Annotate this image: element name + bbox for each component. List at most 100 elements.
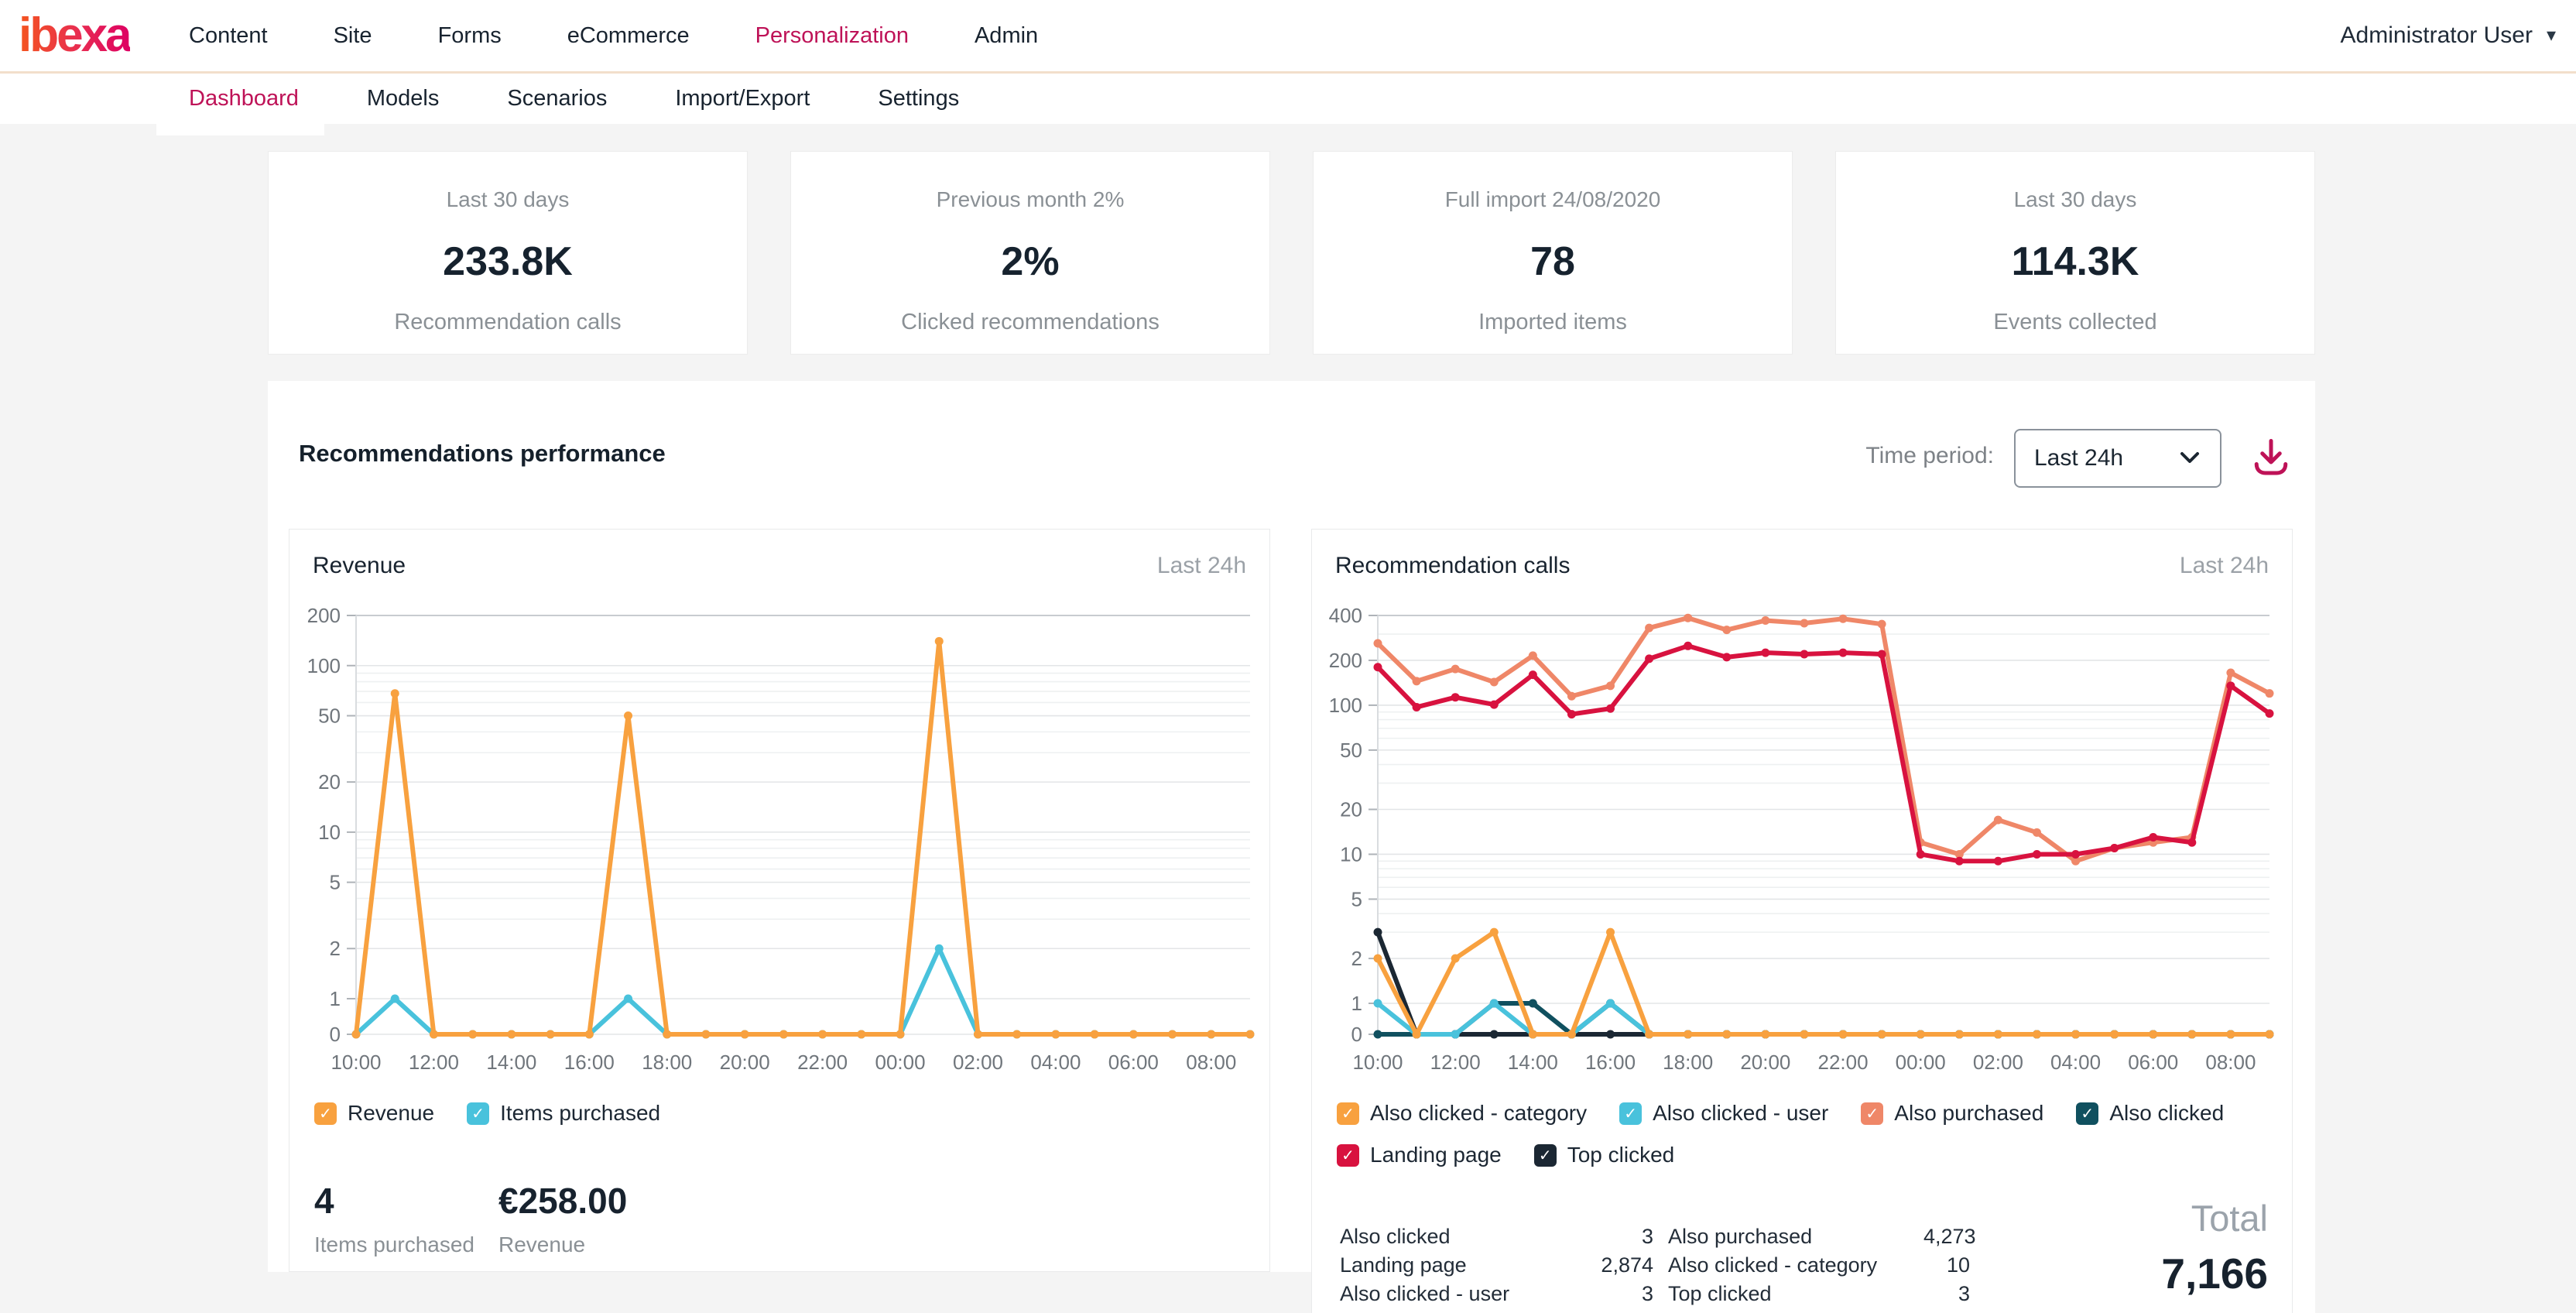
time-period-value: Last 24h: [2034, 445, 2124, 471]
chart-period: Last 24h: [1156, 553, 1246, 578]
revenue-legend: ✓ Revenue ✓ Items purchased: [314, 1101, 660, 1126]
svg-text:20: 20: [1340, 798, 1362, 821]
svg-text:14:00: 14:00: [486, 1051, 536, 1074]
svg-text:10:00: 10:00: [331, 1051, 381, 1074]
svg-text:20:00: 20:00: [1740, 1051, 1790, 1074]
header-divider: [0, 71, 2576, 74]
stat-card-clicked-recommendations: Previous month 2% 2% Clicked recommendat…: [790, 151, 1270, 355]
svg-text:400: 400: [1329, 604, 1362, 627]
stat-caption: Previous month 2%: [936, 187, 1125, 211]
nav-item-ecommerce[interactable]: eCommerce: [567, 22, 690, 48]
svg-text:04:00: 04:00: [2050, 1051, 2101, 1074]
user-menu[interactable]: Administrator User ▾: [2341, 0, 2556, 71]
recommendation-calls-line-chart: 400 200 100 50 20 10 5 2 1 0 10:00 12:00 14:00 16:00 1…: [1312, 530, 2293, 1099]
svg-text:12:00: 12:00: [409, 1051, 459, 1074]
totals-value: 4,273: [1923, 1225, 1976, 1248]
stat-card-imported-items: Full import 24/08/2020 78 Imported items: [1313, 151, 1793, 355]
svg-text:50: 50: [1340, 739, 1362, 762]
svg-text:200: 200: [307, 604, 341, 627]
time-period-label: Time period:: [1865, 443, 1994, 468]
legend-item-top-clicked[interactable]: ✓ Top clicked: [1533, 1143, 1675, 1167]
svg-text:50: 50: [318, 704, 341, 728]
svg-text:06:00: 06:00: [2128, 1051, 2178, 1074]
svg-text:1: 1: [330, 987, 341, 1010]
nav-item-content[interactable]: Content: [189, 22, 268, 48]
stat-label: Imported items: [1478, 310, 1627, 334]
svg-text:0: 0: [1351, 1023, 1362, 1046]
revenue-line-chart: 200 100 50 20 10 5 2 1 0 10:00 12:00 14:00 16:00 18:0…: [289, 530, 1271, 1099]
svg-text:5: 5: [1351, 887, 1362, 910]
stat-caption: Full import 24/08/2020: [1444, 187, 1661, 211]
legend-label: Also purchased: [1894, 1101, 2044, 1125]
checkbox-checked-icon: ✓: [1619, 1102, 1643, 1125]
totals-label: Also clicked - category: [1668, 1253, 1878, 1277]
calls-legend-row-2: ✓ Landing page ✓ Top clicked: [1337, 1143, 1674, 1167]
stat-label: Recommendation calls: [394, 310, 622, 334]
stat-label: Events collected: [1993, 310, 2157, 334]
totals-value: 3: [1641, 1225, 1653, 1248]
checkbox-checked-icon: ✓: [2076, 1102, 2099, 1125]
svg-text:12:00: 12:00: [1430, 1051, 1481, 1074]
stat-caption: Last 30 days: [2013, 187, 2137, 211]
nav-item-site[interactable]: Site: [333, 22, 372, 48]
tab-import-export[interactable]: Import/Export: [675, 86, 810, 111]
legend-item-items-purchased[interactable]: ✓ Items purchased: [467, 1101, 660, 1126]
stat-value: 78: [1530, 239, 1575, 284]
legend-label: Also clicked - category: [1370, 1101, 1588, 1125]
grand-total: Total 7,166: [2161, 1197, 2268, 1298]
totals-value: 2,874: [1601, 1253, 1653, 1277]
main-nav: Content Site Forms eCommerce Personaliza…: [189, 0, 1038, 71]
svg-text:02:00: 02:00: [953, 1051, 1003, 1074]
tab-scenarios[interactable]: Scenarios: [507, 86, 608, 111]
svg-text:100: 100: [307, 654, 341, 677]
ibexa-logo[interactable]: ibexa: [19, 9, 132, 62]
chevron-down-icon: ▾: [2546, 25, 2556, 46]
nav-item-forms[interactable]: Forms: [437, 22, 502, 48]
legend-item-also-clicked-category[interactable]: ✓ Also clicked - category: [1337, 1101, 1587, 1126]
checkbox-checked-icon: ✓: [1337, 1102, 1359, 1125]
items-purchased-total: 4: [314, 1181, 334, 1221]
svg-text:02:00: 02:00: [1973, 1051, 2023, 1074]
svg-text:00:00: 00:00: [875, 1051, 926, 1074]
legend-item-landing-page[interactable]: ✓ Landing page: [1337, 1143, 1502, 1167]
svg-text:18:00: 18:00: [1663, 1051, 1713, 1074]
stat-value: 114.3K: [2011, 239, 2139, 284]
legend-item-also-clicked-user[interactable]: ✓ Also clicked - user: [1619, 1101, 1828, 1126]
chart-title: Recommendation calls: [1335, 553, 1571, 578]
checkbox-checked-icon: ✓: [314, 1102, 337, 1125]
tab-settings[interactable]: Settings: [878, 86, 960, 111]
svg-text:00:00: 00:00: [1896, 1051, 1946, 1074]
recommendations-performance-panel: Recommendations performance Time period:…: [268, 381, 2315, 1313]
stat-caption: Last 30 days: [446, 187, 570, 211]
svg-text:1: 1: [1351, 992, 1362, 1015]
legend-item-also-clicked[interactable]: ✓ Also clicked: [2076, 1101, 2224, 1126]
legend-item-revenue[interactable]: ✓ Revenue: [314, 1101, 434, 1126]
active-tab-indicator: [156, 124, 324, 135]
stat-label: Clicked recommendations: [901, 310, 1160, 334]
legend-item-also-purchased[interactable]: ✓ Also purchased: [1861, 1101, 2043, 1126]
svg-text:14:00: 14:00: [1508, 1051, 1558, 1074]
totals-label: Top clicked: [1668, 1282, 1772, 1305]
svg-text:22:00: 22:00: [1818, 1051, 1869, 1074]
svg-text:18:00: 18:00: [642, 1051, 692, 1074]
svg-text:20: 20: [318, 770, 341, 794]
totals-label: Also clicked: [1340, 1225, 1451, 1248]
legend-label: Top clicked: [1567, 1143, 1675, 1167]
legend-label: Also clicked: [2109, 1101, 2225, 1125]
revenue-total: €258.00: [498, 1181, 628, 1221]
items-purchased-total-label: Items purchased: [314, 1232, 474, 1256]
tab-dashboard[interactable]: Dashboard: [189, 86, 299, 111]
svg-text:2: 2: [330, 937, 341, 960]
nav-item-admin[interactable]: Admin: [974, 22, 1039, 48]
tab-models[interactable]: Models: [366, 86, 440, 111]
svg-text:10:00: 10:00: [1352, 1051, 1403, 1074]
stat-value: 2%: [1001, 239, 1060, 284]
download-report-button[interactable]: [2248, 435, 2294, 482]
totals-value: 10: [1946, 1253, 1970, 1277]
grand-total-value: 7,166: [2161, 1250, 2268, 1298]
panel-title: Recommendations performance: [299, 440, 666, 467]
svg-text:200: 200: [1329, 649, 1362, 672]
nav-item-personalization[interactable]: Personalization: [755, 22, 909, 48]
time-period-select[interactable]: Last 24h: [2014, 429, 2221, 488]
